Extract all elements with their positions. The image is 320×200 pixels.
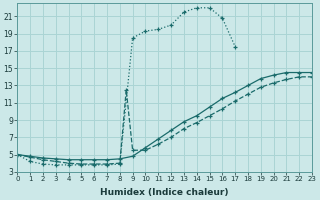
X-axis label: Humidex (Indice chaleur): Humidex (Indice chaleur) xyxy=(100,188,229,197)
